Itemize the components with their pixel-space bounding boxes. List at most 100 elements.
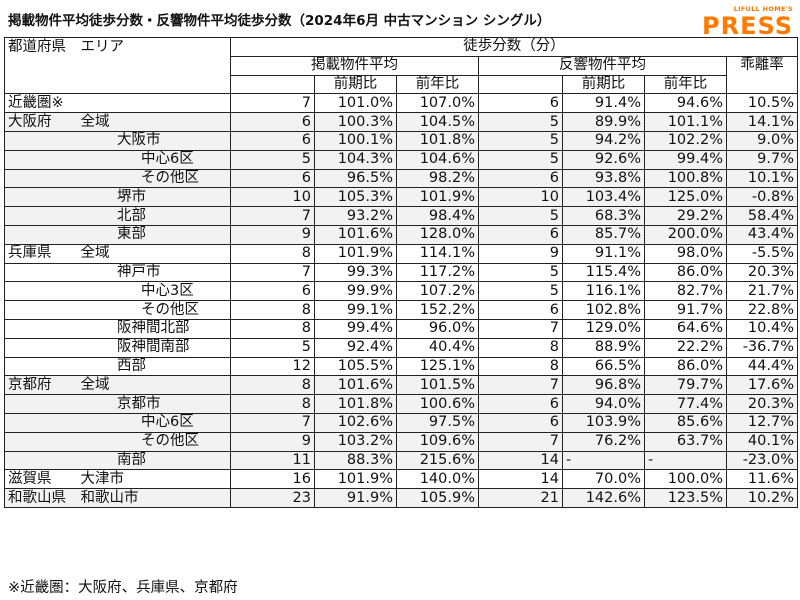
table-row: 京都市 8 101.8% 100.6% 6 94.0% 77.4% 20.3% xyxy=(4,394,798,414)
table-row: 和歌山県 和歌山市 23 91.9% 105.9% 21 142.6% 123.5% 10.2… xyxy=(4,488,798,508)
brand-logo: LIFULL HOME'S PRESS xyxy=(702,6,793,38)
listing-mom-cell: 101.9% xyxy=(314,469,397,490)
table-row: その他区 9 103.2% 109.6% 7 76.2% 63.7% 40.1% xyxy=(4,431,798,452)
response-mom-cell: 76.2% xyxy=(562,431,645,452)
gap-rate-cell: 17.6% xyxy=(726,375,798,396)
response-mom-cell: 88.9% xyxy=(562,337,645,358)
header-row-1: 都道府県 エリア 徒歩分数（分） xyxy=(4,37,798,57)
listing-yoy-cell: 104.6% xyxy=(396,149,479,170)
listing-mom-cell: 92.4% xyxy=(314,337,397,358)
area-cell: 北部 xyxy=(4,206,231,226)
table-row: 中心6区 5 104.3% 104.6% 5 92.6% 99.4% 9.7% xyxy=(4,149,798,170)
response-yoy-cell: 82.7% xyxy=(644,281,727,302)
listing-mom-cell: 102.6% xyxy=(314,412,397,433)
area-cell: 中心3区 xyxy=(4,281,231,302)
header-listing-yoy: 前年比 xyxy=(396,74,479,95)
area-cell: 兵庫県 全域 xyxy=(4,243,231,264)
listing-avg-cell: 7 xyxy=(230,206,315,226)
response-yoy-cell: 86.0% xyxy=(644,262,727,283)
header-gap-rate: 乖離率 xyxy=(726,55,798,76)
response-yoy-cell: 101.1% xyxy=(644,112,727,132)
area-cell: 東部 xyxy=(4,224,231,245)
response-avg-cell: 7 xyxy=(478,318,563,339)
response-yoy-cell: 100.8% xyxy=(644,168,727,189)
area-cell: 大阪市 xyxy=(4,130,231,151)
gap-rate-cell: 14.1% xyxy=(726,112,798,132)
response-mom-cell: 142.6% xyxy=(562,488,645,508)
table-row: 大阪市 6 100.1% 101.8% 5 94.2% 102.2% 9.0% xyxy=(4,130,798,151)
response-mom-cell: 116.1% xyxy=(562,281,645,302)
response-yoy-cell: 125.0% xyxy=(644,187,727,208)
header-listing-blank xyxy=(230,74,315,95)
area-cell: その他区 xyxy=(4,431,231,452)
listing-avg-cell: 8 xyxy=(230,375,315,396)
listing-mom-cell: 96.5% xyxy=(314,168,397,189)
response-avg-cell: 6 xyxy=(478,394,563,414)
table-row: 滋賀県 大津市 16 101.9% 140.0% 14 70.0% 100.0% 11.6% xyxy=(4,469,798,490)
response-avg-cell: 5 xyxy=(478,130,563,151)
response-mom-cell: 92.6% xyxy=(562,149,645,170)
gap-rate-cell: -23.0% xyxy=(726,450,798,471)
listing-mom-cell: 99.4% xyxy=(314,318,397,339)
gap-rate-cell: 9.0% xyxy=(726,130,798,151)
response-yoy-cell: 85.6% xyxy=(644,412,727,433)
table-row: 中心3区 6 99.9% 107.2% 5 116.1% 82.7% 21.7% xyxy=(4,281,798,302)
listing-avg-cell: 7 xyxy=(230,93,315,114)
listing-avg-cell: 6 xyxy=(230,130,315,151)
listing-mom-cell: 99.3% xyxy=(314,262,397,283)
response-mom-cell: 94.2% xyxy=(562,130,645,151)
listing-yoy-cell: 96.0% xyxy=(396,318,479,339)
area-cell: 阪神間北部 xyxy=(4,318,231,339)
walking-minutes-table: 都道府県 エリア 徒歩分数（分） 掲載物件平均 反響物件平均 乖離率 前期比 前… xyxy=(4,37,798,508)
listing-yoy-cell: 152.2% xyxy=(396,300,479,320)
response-mom-cell: 93.8% xyxy=(562,168,645,189)
response-avg-cell: 6 xyxy=(478,224,563,245)
listing-avg-cell: 7 xyxy=(230,412,315,433)
table-row: 大阪府 全域 6 100.3% 104.5% 5 89.9% 101.1% 14.1% xyxy=(4,112,798,132)
area-cell: 堺市 xyxy=(4,187,231,208)
response-avg-cell: 6 xyxy=(478,93,563,114)
header-response-avg: 反響物件平均 xyxy=(478,55,727,76)
listing-yoy-cell: 98.4% xyxy=(396,206,479,226)
listing-mom-cell: 101.8% xyxy=(314,394,397,414)
listing-yoy-cell: 114.1% xyxy=(396,243,479,264)
gap-rate-cell: 21.7% xyxy=(726,281,798,302)
gap-rate-cell: 20.3% xyxy=(726,262,798,283)
table-row: 京都府 全域 8 101.6% 101.5% 7 96.8% 79.7% 17.6% xyxy=(4,375,798,396)
area-cell: 中心6区 xyxy=(4,149,231,170)
header-row-2: 掲載物件平均 反響物件平均 乖離率 xyxy=(4,55,798,76)
listing-avg-cell: 5 xyxy=(230,149,315,170)
response-yoy-cell: 91.7% xyxy=(644,300,727,320)
listing-yoy-cell: 125.1% xyxy=(396,356,479,377)
header-response-mom: 前期比 xyxy=(562,74,645,95)
header-region: 都道府県 エリア xyxy=(4,37,231,57)
response-yoy-cell: - xyxy=(644,450,727,471)
response-avg-cell: 6 xyxy=(478,300,563,320)
listing-mom-cell: 104.3% xyxy=(314,149,397,170)
header-response-blank xyxy=(478,74,563,95)
table-row: 阪神間北部 8 99.4% 96.0% 7 129.0% 64.6% 10.4% xyxy=(4,318,798,339)
listing-avg-cell: 10 xyxy=(230,187,315,208)
listing-yoy-cell: 128.0% xyxy=(396,224,479,245)
table-row: 阪神間南部 5 92.4% 40.4% 8 88.9% 22.2% -36.7% xyxy=(4,337,798,358)
response-avg-cell: 5 xyxy=(478,262,563,283)
response-mom-cell: 129.0% xyxy=(562,318,645,339)
area-cell: 近畿圏※ xyxy=(4,93,231,114)
area-cell: 神戸市 xyxy=(4,262,231,283)
response-avg-cell: 7 xyxy=(478,431,563,452)
footnote: ※近畿圏：大阪府、兵庫県、京都府 xyxy=(8,580,238,596)
listing-mom-cell: 100.3% xyxy=(314,112,397,132)
gap-rate-cell: -36.7% xyxy=(726,337,798,358)
listing-avg-cell: 8 xyxy=(230,318,315,339)
response-avg-cell: 5 xyxy=(478,112,563,132)
response-avg-cell: 10 xyxy=(478,187,563,208)
response-yoy-cell: 100.0% xyxy=(644,469,727,490)
listing-yoy-cell: 104.5% xyxy=(396,112,479,132)
response-yoy-cell: 29.2% xyxy=(644,206,727,226)
listing-avg-cell: 6 xyxy=(230,168,315,189)
table-row: 東部 9 101.6% 128.0% 6 85.7% 200.0% 43.4% xyxy=(4,224,798,245)
response-avg-cell: 7 xyxy=(478,375,563,396)
listing-yoy-cell: 98.2% xyxy=(396,168,479,189)
listing-yoy-cell: 40.4% xyxy=(396,337,479,358)
gap-rate-cell: 20.3% xyxy=(726,394,798,414)
